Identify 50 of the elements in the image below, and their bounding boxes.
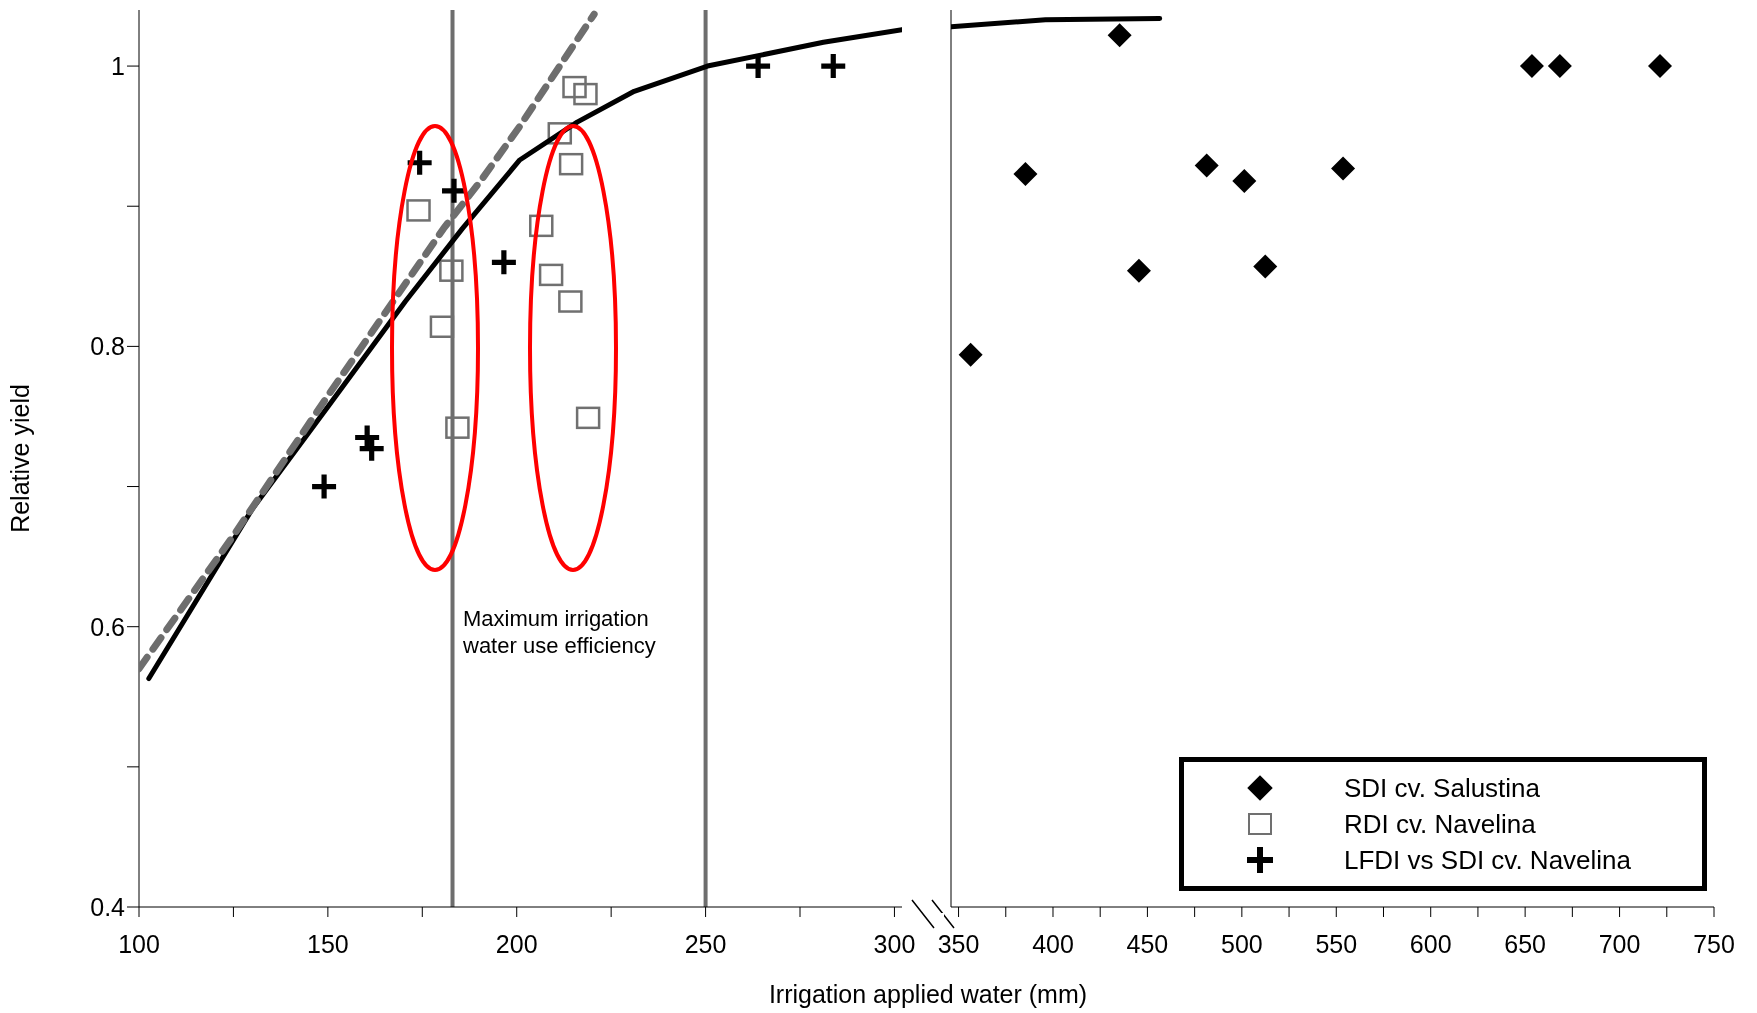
text: RDI cv. Navelina bbox=[1344, 808, 1536, 839]
point bbox=[558, 152, 584, 176]
point bbox=[1107, 23, 1132, 48]
point bbox=[573, 82, 598, 106]
x-tick-label: 700 bbox=[1598, 929, 1641, 958]
x-axis-title: Irrigation applied water (mm) bbox=[767, 980, 1089, 1009]
x-tick-label: 650 bbox=[1504, 929, 1546, 958]
point bbox=[429, 315, 455, 338]
point bbox=[1331, 156, 1356, 181]
point bbox=[442, 178, 467, 203]
x-tick-label: 100 bbox=[118, 929, 160, 958]
x-tick-label: 250 bbox=[684, 929, 727, 958]
annotation: Maximum irrigation water use efficiency bbox=[463, 605, 657, 659]
y-tick-label: 0.6 bbox=[90, 612, 125, 641]
x-tick-label: 150 bbox=[307, 929, 349, 958]
point bbox=[1647, 54, 1672, 79]
x-tick-label: 300 bbox=[873, 929, 916, 958]
point bbox=[821, 54, 846, 79]
point bbox=[558, 290, 583, 313]
point bbox=[491, 250, 516, 275]
x-tick-label: 500 bbox=[1220, 929, 1263, 958]
y-axis-title: Relative yield bbox=[5, 384, 34, 533]
x-tick-label: 600 bbox=[1409, 929, 1452, 958]
point bbox=[1013, 161, 1038, 186]
y-tick-label: 0.4 bbox=[90, 892, 126, 921]
point bbox=[1253, 254, 1278, 279]
point bbox=[538, 263, 564, 287]
point bbox=[562, 75, 587, 99]
x-tick-label: 450 bbox=[1126, 929, 1169, 958]
point bbox=[575, 406, 601, 430]
point bbox=[1547, 54, 1572, 79]
y-tick-label: 1 bbox=[111, 51, 125, 80]
x-tick-label: 350 bbox=[937, 929, 980, 958]
point bbox=[1194, 153, 1219, 178]
x-tick-label: 400 bbox=[1032, 929, 1074, 958]
y-tick-label: 0.8 bbox=[90, 332, 125, 361]
point bbox=[406, 199, 431, 222]
point bbox=[1519, 54, 1544, 79]
x-tick-label: 200 bbox=[495, 929, 538, 958]
point bbox=[312, 474, 337, 499]
point bbox=[445, 416, 470, 439]
point bbox=[529, 214, 554, 238]
text: LFDI vs SDI cv. Navelina bbox=[1344, 844, 1632, 875]
point bbox=[439, 259, 464, 282]
x-tick-label: 550 bbox=[1315, 929, 1358, 958]
point bbox=[958, 342, 983, 367]
point bbox=[1126, 258, 1151, 283]
text: SDI cv. Salustina bbox=[1344, 772, 1541, 804]
point bbox=[1232, 168, 1257, 193]
x-tick-label: 750 bbox=[1693, 929, 1735, 958]
